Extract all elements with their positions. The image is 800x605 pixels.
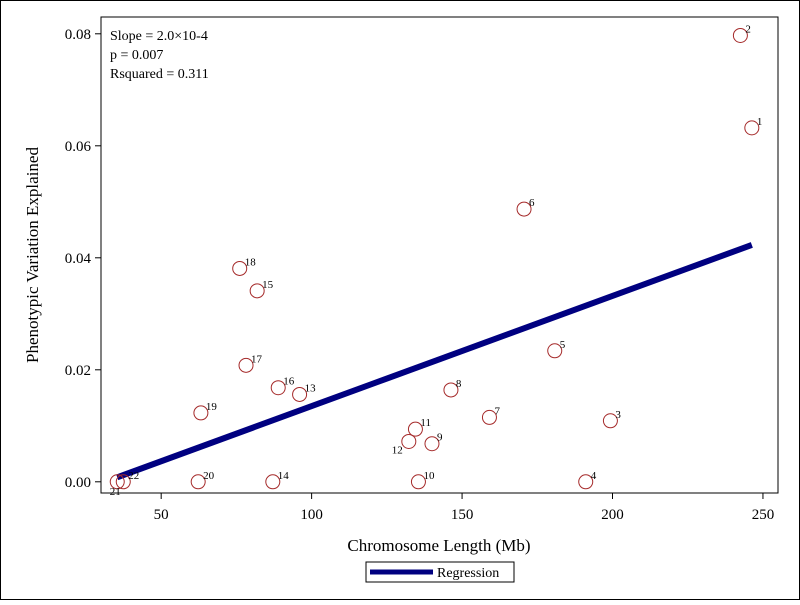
y-axis-title: Phenotypic Variation Explained <box>23 147 42 363</box>
y-axis: 0.00 0.02 0.04 0.06 0.08 <box>65 27 101 491</box>
point-label: 18 <box>245 256 257 268</box>
point-label: 8 <box>456 378 462 390</box>
data-point <box>190 474 206 490</box>
data-point <box>232 260 248 276</box>
stats-slope: Slope = 2.0×10-4 <box>110 29 208 44</box>
legend-box <box>365 561 515 583</box>
regression-layer <box>116 242 753 481</box>
data-point <box>424 436 440 452</box>
stats-rsquared: Rsquared = 0.311 <box>110 67 209 82</box>
y-tick-label: 0.00 <box>65 475 91 491</box>
x-tick-label: 200 <box>601 507 624 523</box>
stats-p-value: p = 0.007 <box>110 48 163 63</box>
point-label: 4 <box>591 470 597 482</box>
y-tick-label: 0.04 <box>65 251 92 267</box>
data-point <box>516 201 532 217</box>
y-tick-label: 0.06 <box>65 139 92 155</box>
data-point <box>238 357 254 373</box>
data-point <box>401 433 417 449</box>
point-label: 17 <box>251 353 263 365</box>
regression-line <box>116 242 753 481</box>
point-label: 13 <box>305 382 317 394</box>
x-axis: 50 100 150 200 250 <box>154 493 775 523</box>
point-label: 22 <box>128 470 139 482</box>
point-label: 16 <box>283 376 295 388</box>
point-label: 3 <box>615 409 621 421</box>
data-point <box>744 120 760 136</box>
data-point <box>249 283 265 299</box>
x-tick-label: 50 <box>154 507 169 523</box>
data-point <box>407 421 423 437</box>
x-tick-label: 150 <box>451 507 474 523</box>
plot-frame <box>100 16 779 494</box>
data-point <box>115 474 131 490</box>
point-label: 14 <box>278 470 290 482</box>
data-point <box>547 343 563 359</box>
data-point <box>443 382 459 398</box>
point-label: 1 <box>757 116 763 128</box>
data-point <box>602 413 618 429</box>
data-point <box>732 27 748 43</box>
point-label: 20 <box>203 470 215 482</box>
data-point <box>270 380 286 396</box>
point-label: 5 <box>560 339 566 351</box>
data-point <box>109 474 125 490</box>
point-label: 10 <box>423 470 435 482</box>
y-tick-label: 0.02 <box>65 363 91 379</box>
data-point <box>265 474 281 490</box>
point-label: 9 <box>437 432 443 444</box>
point-label: 11 <box>420 417 431 429</box>
data-point <box>481 409 497 425</box>
x-tick-label: 250 <box>752 507 775 523</box>
x-tick-label: 100 <box>300 507 323 523</box>
data-point <box>193 405 209 421</box>
data-point <box>578 474 594 490</box>
stats-annotation: Slope = 2.0×10-4 p = 0.007 Rsquared = 0.… <box>110 29 209 82</box>
point-label: 2 <box>745 23 751 35</box>
point-label: 21 <box>110 486 121 498</box>
legend: Regression <box>365 561 515 583</box>
point-label: 12 <box>392 444 403 456</box>
point-label: 19 <box>206 401 218 413</box>
data-point <box>292 386 308 402</box>
x-axis-title: Chromosome Length (Mb) <box>347 536 530 555</box>
point-label: 15 <box>262 279 274 291</box>
legend-regression-label: Regression <box>437 566 499 581</box>
data-point <box>410 474 426 490</box>
point-label: 6 <box>529 197 535 209</box>
point-label: 7 <box>494 405 500 417</box>
y-tick-label: 0.08 <box>65 27 91 43</box>
